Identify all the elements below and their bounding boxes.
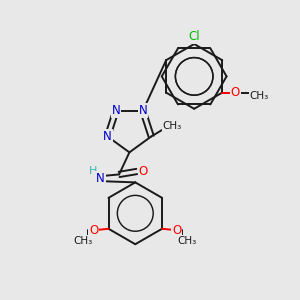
Text: O: O (89, 224, 98, 237)
Text: O: O (231, 86, 240, 99)
Text: O: O (172, 224, 182, 237)
Text: N: N (112, 104, 120, 117)
Text: CH₃: CH₃ (178, 236, 197, 245)
Text: CH₃: CH₃ (74, 236, 93, 245)
Text: N: N (103, 130, 112, 143)
Text: CH₃: CH₃ (249, 91, 268, 100)
Text: N: N (139, 104, 147, 117)
Text: CH₃: CH₃ (163, 121, 182, 131)
Text: Cl: Cl (188, 30, 200, 43)
Text: H: H (89, 166, 98, 176)
Text: N: N (96, 172, 105, 185)
Text: O: O (139, 165, 148, 178)
